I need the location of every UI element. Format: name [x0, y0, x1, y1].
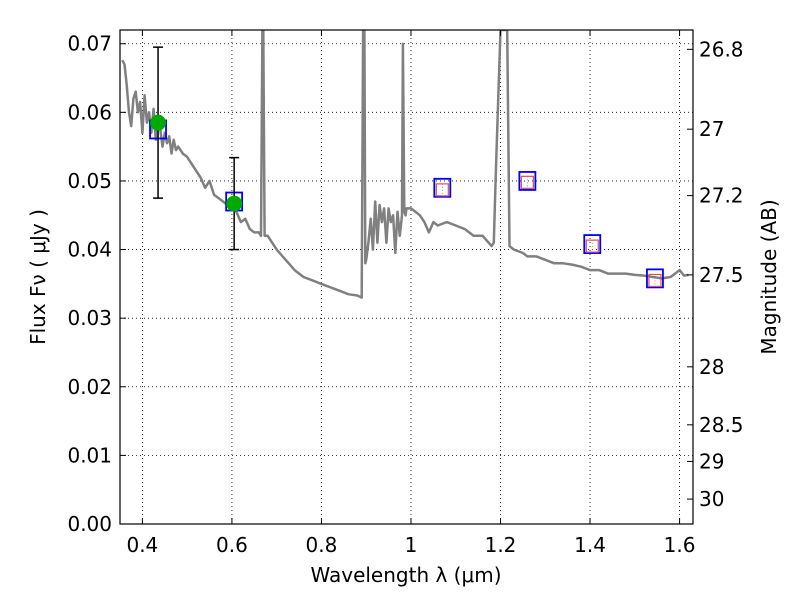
x-tick-label: 0.8 — [306, 533, 338, 557]
x-tick-label: 0.6 — [216, 533, 248, 557]
y-tick-label: 0.03 — [67, 306, 112, 330]
model-band-square — [583, 234, 602, 254]
mag-tick-label: 27.5 — [699, 263, 744, 287]
mag-tick-label: 26.8 — [699, 37, 744, 61]
marker-layer — [149, 46, 664, 289]
observed-point — [150, 114, 167, 131]
observed-point — [226, 195, 243, 212]
plot-area — [121, 30, 689, 299]
x-tick-label: 0.4 — [126, 533, 158, 557]
grid — [120, 30, 693, 525]
mag-tick-label: 29 — [699, 449, 724, 473]
plot-frame — [119, 29, 694, 525]
y-right-axis-title: Magnitude (AB) — [757, 199, 781, 354]
model-band-square — [518, 171, 537, 191]
x-tick-label: 1.6 — [664, 533, 696, 557]
y-tick-label: 0.04 — [67, 238, 112, 262]
y-tick-label: 0.05 — [67, 169, 112, 193]
y-tick-label: 0.07 — [67, 32, 112, 56]
mag-tick-label: 27.2 — [699, 184, 744, 208]
mag-tick-label: 30 — [699, 487, 724, 511]
axes: 0.4 0.6 0.8 1 1.2 1.4 1.6 0.00 0.01 0.02 0.03 0.04 0… — [67, 30, 744, 557]
y-axis-title: Flux Fν ( μJy ) — [26, 209, 50, 345]
y-tick-label: 0.02 — [67, 375, 112, 399]
x-tick-label: 1.4 — [574, 533, 606, 557]
model-band-square — [646, 268, 664, 289]
mag-tick-label: 28 — [699, 355, 724, 379]
x-tick-label: 1.2 — [485, 533, 517, 557]
series-layer — [121, 30, 689, 299]
mag-tick-label: 27 — [699, 117, 724, 141]
x-axis-title: Wavelength λ (μm) — [310, 563, 501, 587]
y-tick-label: 0.00 — [67, 512, 112, 536]
x-tick-label: 1 — [405, 533, 418, 557]
mag-tick-label: 28.5 — [699, 413, 744, 437]
model-sed-line — [121, 30, 689, 299]
y-tick-label: 0.06 — [67, 100, 112, 124]
y-tick-label: 0.01 — [67, 443, 112, 467]
model-band-square — [433, 177, 452, 198]
